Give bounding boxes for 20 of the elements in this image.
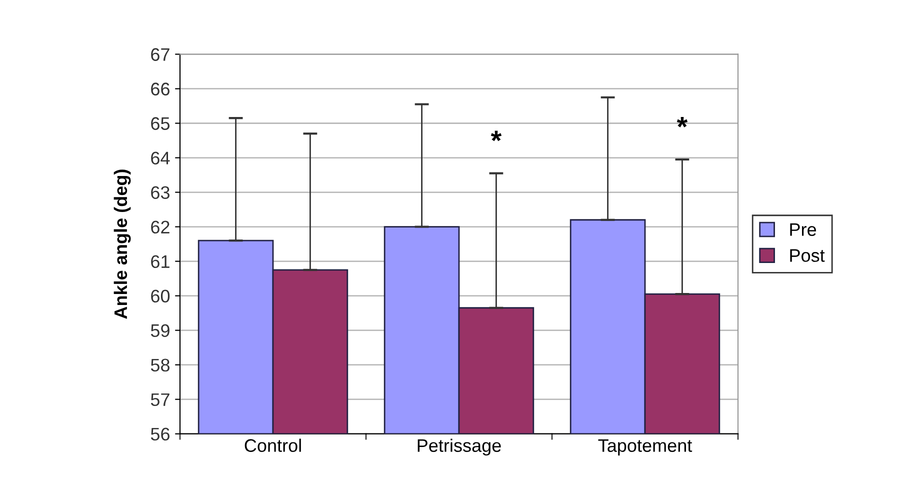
y-tick-label: 56: [150, 428, 170, 441]
x-tick-label: Control: [244, 438, 301, 452]
x-tick-label: Tapotement: [598, 439, 692, 456]
y-tick-label: 64: [151, 152, 170, 164]
annotation: *: [490, 130, 502, 142]
x-tick-label: Petrissage: [418, 438, 501, 456]
y-tick-label: 65: [151, 117, 170, 130]
y-tick-label: 66: [151, 82, 170, 96]
legend-label: Pre: [790, 223, 816, 236]
y-axis-title: Ankle angle (deg): [114, 170, 131, 319]
y-tick-label: 60: [151, 290, 170, 303]
y-tick-label: 58: [150, 358, 170, 372]
legend-label: Post: [790, 249, 825, 262]
y-tick-label: 62: [151, 220, 170, 234]
y-tick-label: 61: [151, 255, 170, 268]
annotation: *: [676, 117, 688, 128]
y-tick-label: 57: [150, 393, 170, 406]
y-tick-label: 59: [150, 324, 170, 338]
y-tick-label: 67: [151, 48, 170, 61]
y-tick-label: 63: [151, 186, 170, 199]
